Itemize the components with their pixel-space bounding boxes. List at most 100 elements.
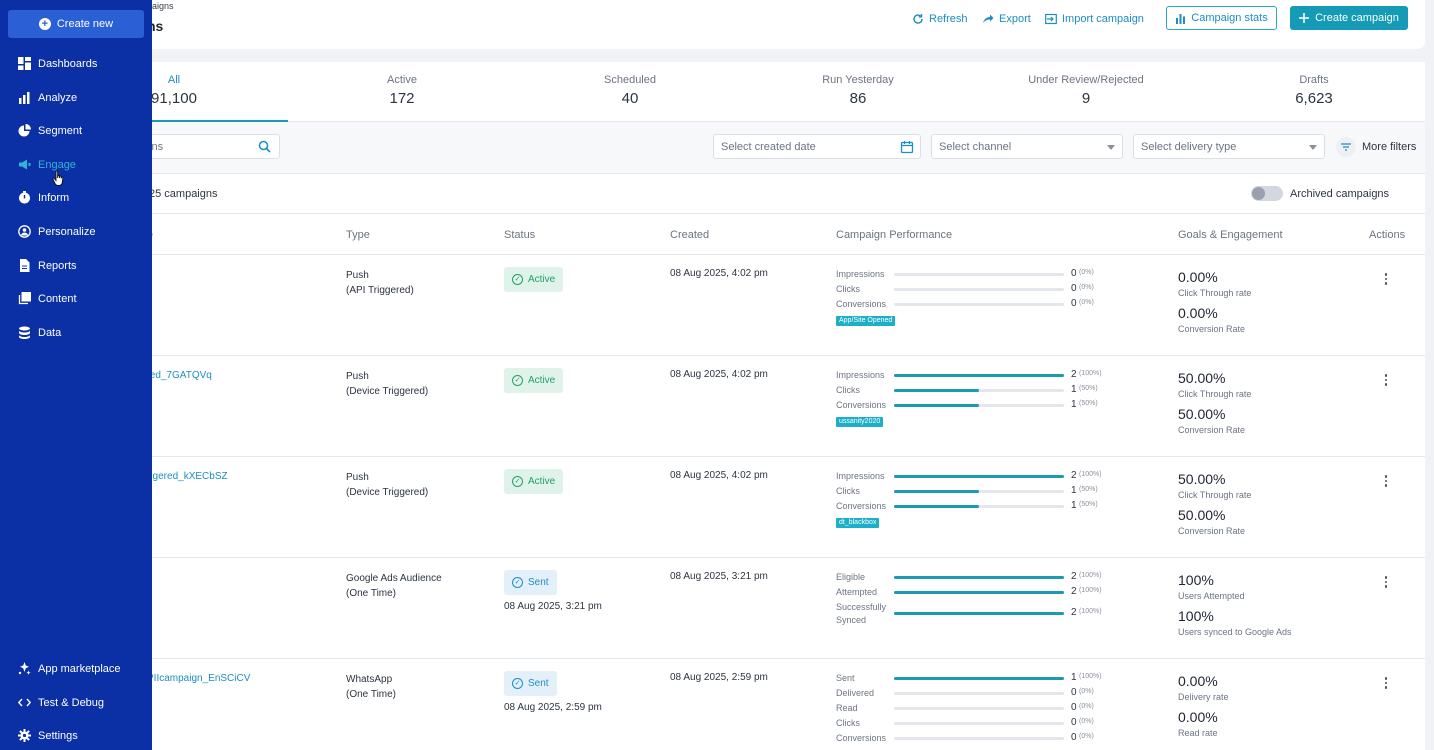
tab-all[interactable]: All 91,100 xyxy=(60,62,288,122)
delivery-type-select[interactable]: Select delivery type xyxy=(1133,134,1325,159)
campaign-type: Push (API Triggered) xyxy=(346,268,414,298)
tab-scheduled[interactable]: Scheduled 40 xyxy=(516,62,744,122)
sidebar-item-data[interactable]: Data xyxy=(0,322,152,344)
campaign-type: WhatsApp (One Time) xyxy=(346,672,396,702)
metric-bar-fill xyxy=(894,374,1064,377)
table-row[interactable]: ggered_kXECbSZ Push (Device Triggered) ✓ Act… xyxy=(0,457,1425,558)
goal-label: Click Through rate xyxy=(1178,288,1252,298)
channel-select[interactable]: Select channel xyxy=(931,134,1123,159)
campaign-stats-button[interactable]: Campaign stats xyxy=(1166,6,1277,30)
metric-percent: (0%) xyxy=(1079,299,1094,306)
more-actions-icon[interactable] xyxy=(1381,576,1391,588)
created-date-select[interactable]: Select created date xyxy=(713,134,921,159)
data-icon xyxy=(19,326,30,339)
performance-metric: Delivered 0 (0%) xyxy=(836,687,1126,702)
import-icon xyxy=(1045,13,1057,25)
goal-value: 0.00% xyxy=(1178,673,1218,689)
tab-drafts[interactable]: Drafts 6,623 xyxy=(1200,62,1428,122)
sidebar-item-personalize[interactable]: Personalize xyxy=(0,221,152,243)
metric-label: Conversions xyxy=(836,733,887,743)
metric-label: Eligible xyxy=(836,572,866,582)
tab-label: Scheduled xyxy=(604,74,656,86)
refresh-icon xyxy=(913,14,923,24)
refresh-button[interactable]: Refresh xyxy=(912,10,968,28)
tab-count: 40 xyxy=(621,90,639,107)
sidebar-item-content[interactable]: Content xyxy=(0,288,152,310)
metric-percent: (100%) xyxy=(1079,673,1102,680)
reports-icon xyxy=(20,259,30,272)
check-circle-icon: ✓ xyxy=(512,375,523,386)
table-row[interactable]: Google Ads Audience (One Time) ✓ Sent 08 Aug… xyxy=(0,558,1425,659)
metric-bar xyxy=(894,737,1064,740)
type-channel: Push xyxy=(346,371,369,382)
metric-percent: (100%) xyxy=(1079,608,1102,615)
plus-circle-icon: + xyxy=(38,18,51,30)
sidebar-item-inform[interactable]: Inform xyxy=(0,187,152,209)
export-label: Export xyxy=(999,13,1031,25)
breadcrumb[interactable]: paigns xyxy=(147,1,174,11)
sidebar-item-analyze[interactable]: Analyze xyxy=(0,87,152,109)
more-filters-button[interactable]: More filters xyxy=(1336,134,1416,159)
sidebar-item-label: Settings xyxy=(38,730,78,742)
metric-value: 0 xyxy=(1071,687,1077,698)
sidebar-item-label: Segment xyxy=(38,125,83,137)
created-date: 08 Aug 2025, 3:21 pm xyxy=(670,571,768,582)
create-new-button[interactable]: + Create new xyxy=(8,10,144,38)
more-actions-icon[interactable] xyxy=(1381,475,1391,487)
tab-under-review[interactable]: Under Review/Rejected 9 xyxy=(972,62,1200,122)
sidebar-item-reports[interactable]: Reports xyxy=(0,255,152,277)
metric-value: 1 xyxy=(1071,672,1077,683)
tab-active[interactable]: Active 172 xyxy=(288,62,516,122)
column-created[interactable]: Created xyxy=(670,229,710,241)
table-row[interactable]: ted_7GATQVq Push (Device Triggered) ✓ Active… xyxy=(0,356,1425,457)
event-tag: ussanity2020 xyxy=(836,417,884,427)
metric-label: Clicks xyxy=(836,385,860,395)
dashboards-icon xyxy=(18,57,31,70)
sidebar-item-segment[interactable]: Segment xyxy=(0,120,152,142)
archived-toggle-wrapper: Archived campaigns xyxy=(1251,186,1389,201)
metric-label: Impressions xyxy=(836,471,885,481)
metric-percent: (0%) xyxy=(1079,284,1094,291)
performance-metric: Impressions 2 (100%) xyxy=(836,470,1126,485)
campaign-name-link[interactable]: ted_7GATQVq xyxy=(147,370,212,381)
performance-metric: Clicks 1 (50%) xyxy=(836,485,1126,500)
import-campaign-button[interactable]: Import campaign xyxy=(1045,10,1144,28)
campaign-list-card: All 91,100 Active 172 Scheduled 40 Run Y… xyxy=(0,62,1425,750)
sidebar-item-test-debug[interactable]: Test & Debug xyxy=(0,692,152,714)
sidebar-item-dashboards[interactable]: Dashboards xyxy=(0,53,152,75)
campaign-name-link[interactable]: PIIcampaign_EnSCiCV xyxy=(147,673,251,684)
campaign-type: Google Ads Audience (One Time) xyxy=(346,571,442,601)
metric-bar xyxy=(894,303,1064,306)
campaign-type: Push (Device Triggered) xyxy=(346,369,428,399)
plus-icon xyxy=(1299,13,1310,23)
goal-value: 0.00% xyxy=(1178,709,1218,725)
campaign-name-link[interactable]: ggered_kXECbSZ xyxy=(147,471,228,482)
goal-label: Click Through rate xyxy=(1178,389,1252,399)
more-filters-label: More filters xyxy=(1362,140,1417,153)
metric-bar-fill xyxy=(894,404,979,407)
goal-label: Conversion Rate xyxy=(1178,324,1246,334)
table-row[interactable]: PIIcampaign_EnSCiCV WhatsApp (One Time) ✓ Se… xyxy=(0,659,1425,750)
metric-label: Read xyxy=(836,703,858,713)
more-actions-icon[interactable] xyxy=(1381,677,1391,689)
metric-percent: (100%) xyxy=(1079,572,1102,579)
tab-run-yesterday[interactable]: Run Yesterday 86 xyxy=(744,62,972,122)
sidebar-item-label: Data xyxy=(38,327,62,339)
table-row[interactable]: Push (API Triggered) ✓ Active 08 Aug 2025, 4… xyxy=(0,255,1425,356)
more-actions-icon[interactable] xyxy=(1381,273,1391,285)
metric-label: Successfully Synced xyxy=(836,602,887,625)
export-button[interactable]: Export xyxy=(982,10,1031,28)
create-campaign-button[interactable]: Create campaign xyxy=(1290,6,1408,30)
metric-value: 2 xyxy=(1071,571,1077,582)
hand-cursor-icon xyxy=(52,170,64,186)
more-actions-icon[interactable] xyxy=(1381,374,1391,386)
archived-toggle[interactable] xyxy=(1251,186,1283,201)
metric-percent: (50%) xyxy=(1079,400,1098,407)
sidebar-item-app-marketplace[interactable]: App marketplace xyxy=(0,658,152,680)
metric-value: 1 xyxy=(1071,399,1077,410)
sidebar-item-settings[interactable]: Settings xyxy=(0,725,152,747)
metric-bar xyxy=(894,475,1064,478)
created-date: 08 Aug 2025, 2:59 pm xyxy=(670,672,768,683)
results-summary: 25 campaigns Archived campaigns xyxy=(0,174,1425,214)
sidebar-item-engage[interactable]: Engage xyxy=(0,154,152,176)
